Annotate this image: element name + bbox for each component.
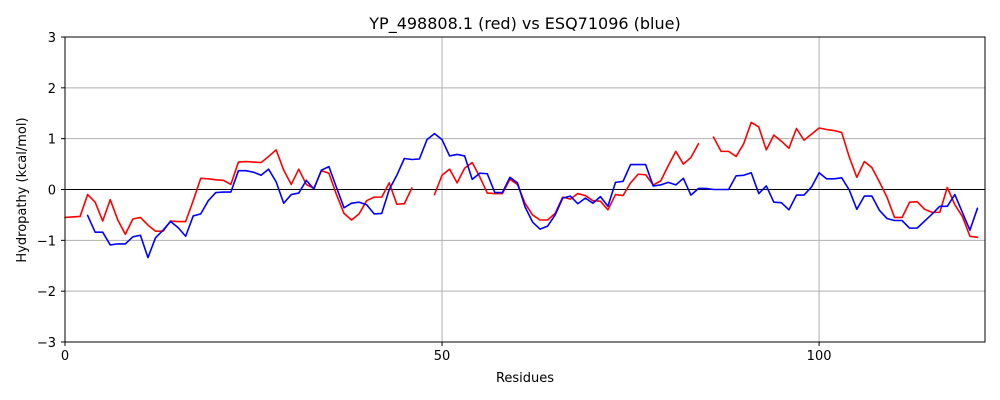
x-tick-label: 0 [61, 349, 69, 364]
red-series-line [64, 149, 413, 236]
y-axis-ticks: −3 −2 −1 0 1 2 3 [37, 31, 65, 351]
y-tick-label: −1 [37, 234, 56, 249]
y-tick-label: 2 [48, 82, 56, 97]
y-tick-label: −3 [37, 336, 56, 351]
y-tick-label: 1 [48, 133, 56, 148]
y-tick-label: 3 [48, 31, 56, 46]
chart-title: YP_498808.1 (red) vs ESQ71096 (blue) [368, 14, 680, 34]
blue-series-line [86, 132, 979, 259]
x-axis-ticks: 0 50 100 [61, 342, 832, 364]
x-tick-label: 50 [434, 349, 451, 364]
y-tick-label: 0 [48, 184, 56, 199]
red-series-line [433, 142, 700, 221]
x-tick-label: 100 [807, 349, 832, 364]
x-axis-label: Residues [496, 371, 554, 386]
series-lines [64, 121, 979, 259]
y-tick-label: −2 [37, 285, 56, 300]
y-axis-label: Hydropathy (kcal/mol) [15, 117, 30, 262]
